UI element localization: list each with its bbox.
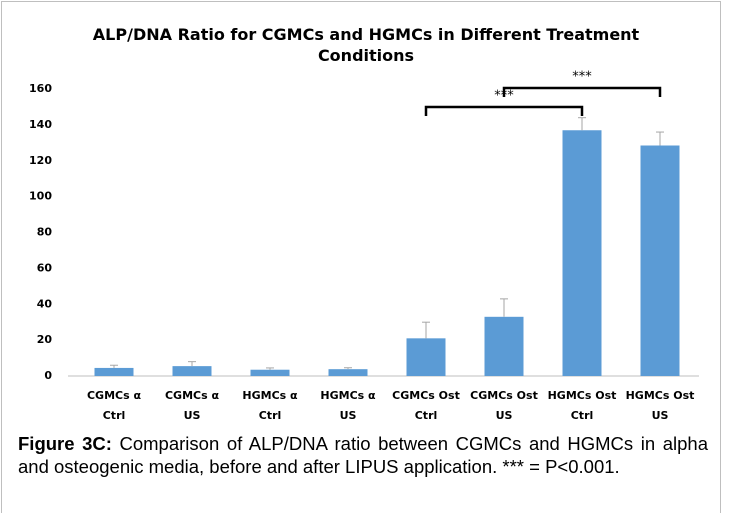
bar — [94, 367, 134, 376]
significance-label: *** — [572, 70, 592, 85]
caption: Figure 3C: Comparison of ALP/DNA ratio b… — [18, 432, 708, 478]
x-tick-label-line: HGMCs Ost — [548, 389, 617, 402]
x-tick-label: CGMCs α Ctrl — [87, 389, 141, 422]
x-tick-label-line: Ctrl — [415, 409, 438, 422]
x-tick-label-line: HGMCs Ost — [626, 389, 695, 402]
x-tick-label: CGMCs Ost US — [470, 389, 538, 422]
x-tick-label-line: Ctrl — [259, 409, 282, 422]
bar — [328, 369, 368, 376]
x-tick-label-line: Ctrl — [103, 409, 126, 422]
x-tick-label-line: US — [340, 409, 357, 422]
bar — [172, 366, 212, 376]
bar — [484, 316, 524, 376]
x-tick-label: CGMCs Ost Ctrl — [392, 389, 460, 422]
x-tick-label: HGMCs α Ctrl — [242, 389, 298, 422]
significance-bracket — [502, 86, 662, 97]
x-tick-label-line: US — [496, 409, 513, 422]
x-tick-label: HGMCs α US — [320, 389, 376, 422]
y-tick-label: 80 — [37, 226, 53, 239]
x-tick-label: HGMCs Ost US — [626, 389, 695, 422]
bar — [406, 338, 446, 376]
y-tick-label: 0 — [44, 369, 52, 382]
bar — [250, 369, 290, 376]
x-tick-label: CGMCs α US — [165, 389, 219, 422]
x-tick-label: HGMCs Ost Ctrl — [548, 389, 617, 422]
caption-text: Comparison of ALP/DNA ratio between CGMC… — [18, 433, 708, 477]
y-tick-label: 100 — [29, 190, 52, 203]
bar — [640, 145, 680, 376]
y-tick-label: 140 — [29, 118, 52, 131]
y-tick-label: 120 — [29, 154, 52, 167]
chart-title: ALP/DNA Ratio for CGMCs and HGMCs in Dif… — [92, 25, 640, 65]
x-tick-label-line: CGMCs Ost — [392, 389, 460, 402]
caption-label: Figure 3C: — [18, 433, 112, 454]
x-tick-label-line: HGMCs α — [242, 389, 298, 402]
x-tick-label-line: CGMCs Ost — [470, 389, 538, 402]
chart: 0 20 40 60 80 100 120 140 160 CGMCs α Ctrl CGMCs α U… — [29, 70, 699, 422]
x-tick-label-line: CGMCs α — [87, 389, 141, 402]
frame — [1, 1, 721, 513]
x-tick-label-line: CGMCs α — [165, 389, 219, 402]
x-tick-label-line: US — [652, 409, 669, 422]
x-tick-label-line: US — [184, 409, 201, 422]
bar — [562, 130, 602, 376]
y-tick-label: 40 — [37, 297, 53, 310]
y-tick-label: 60 — [37, 261, 53, 274]
x-tick-label-line: HGMCs α — [320, 389, 376, 402]
y-tick-label: 160 — [29, 82, 52, 95]
x-tick-label-line: Ctrl — [571, 409, 594, 422]
y-tick-label: 20 — [37, 333, 53, 346]
significance-bracket — [424, 105, 584, 116]
